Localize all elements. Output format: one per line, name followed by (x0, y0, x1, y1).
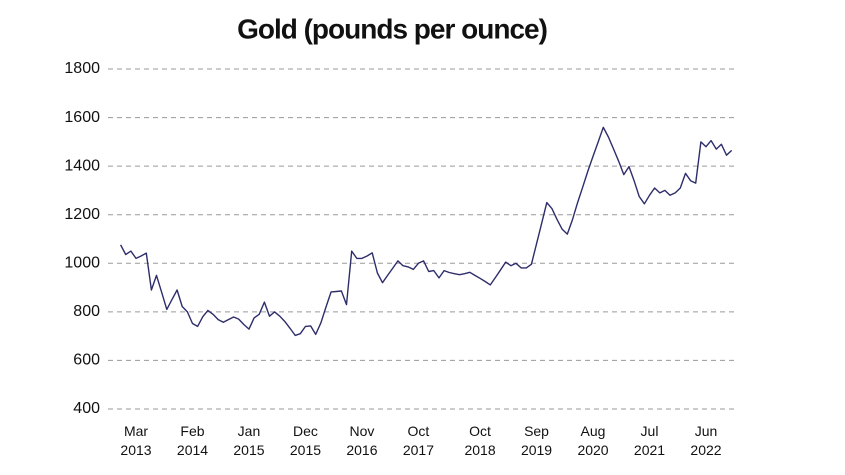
line (119, 126, 733, 337)
x-tick-label: Jan 2015 (233, 423, 265, 458)
y-tick-label: 1000 (64, 255, 100, 272)
x-tick-label: Aug 2020 (577, 423, 609, 458)
x-tick-label: Oct 2018 (464, 423, 496, 458)
x-tick-label: Oct 2017 (402, 423, 434, 458)
x-tick-label: Feb 2014 (176, 423, 209, 458)
y-tick-label: 1800 (64, 60, 100, 77)
y-tick-label: 600 (73, 352, 100, 369)
x-tick-label: Mar 2013 (120, 423, 152, 458)
x-tick-label: Jul 2021 (633, 423, 666, 458)
y-tick-label: 1400 (64, 157, 100, 174)
y-tick-label: 1200 (64, 206, 100, 223)
y-tick-label: 1600 (64, 109, 100, 126)
x-tick-label: Dec 2015 (289, 423, 322, 458)
x-tick-label: Jun 2022 (690, 423, 722, 458)
x-tick-label: Sep 2019 (520, 423, 553, 458)
y-tick-label: 400 (73, 400, 100, 417)
chart-title: Gold (pounds per ounce) (237, 13, 547, 44)
x-tick-label: Nov 2016 (346, 423, 378, 458)
y-tick-label: 800 (73, 303, 100, 320)
